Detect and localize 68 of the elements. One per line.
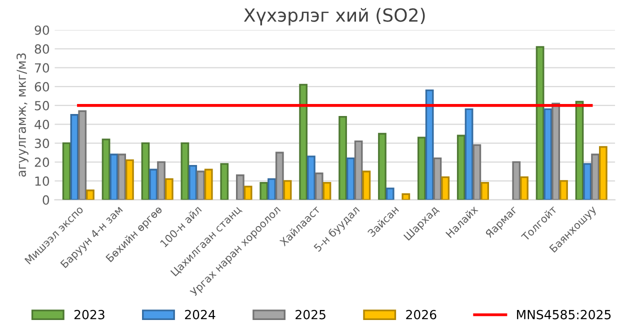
bar (78, 110, 87, 200)
bar (299, 84, 308, 200)
bar (552, 102, 560, 200)
bar (322, 182, 332, 200)
y-tick-label: 20 (34, 158, 50, 167)
bar (268, 178, 276, 200)
bar (62, 142, 71, 200)
bar (346, 157, 355, 200)
bar (472, 144, 482, 200)
legend-label: MNS4585:2025 (517, 310, 611, 320)
y-tick-label: 10 (35, 176, 50, 186)
bar (512, 161, 521, 200)
y-tick-label: 30 (34, 138, 50, 148)
legend-label: 2025 (296, 310, 326, 320)
bar (536, 46, 544, 200)
y-tick-label: 50 (34, 100, 50, 110)
y-tick-label: 60 (34, 82, 50, 92)
bar (354, 140, 363, 200)
bar (236, 174, 244, 200)
bar (441, 176, 450, 200)
bar (307, 156, 316, 200)
bar (362, 170, 371, 200)
legend-label: 2026 (406, 310, 436, 320)
bar (110, 154, 118, 200)
bar (70, 114, 79, 200)
bar (433, 157, 442, 200)
bar (141, 142, 150, 200)
bar (480, 182, 490, 200)
bar (386, 188, 394, 200)
bar (283, 180, 292, 200)
bar (456, 134, 466, 200)
bar (164, 178, 174, 200)
bar (118, 154, 126, 200)
bar (275, 152, 284, 200)
bar (244, 186, 252, 200)
bar (583, 163, 592, 200)
bar (188, 165, 198, 200)
bar (378, 132, 386, 200)
bar (464, 108, 474, 200)
y-tick-label: 70 (35, 63, 50, 73)
bar (157, 161, 166, 200)
y-axis-title: агуулгамж, мкг/м3 (16, 53, 28, 177)
bar (149, 168, 158, 200)
y-tick-label: 40 (34, 120, 50, 130)
bar (560, 180, 568, 200)
bar (196, 170, 205, 200)
chart-title: Хүхэрлэг хий (SO2) (244, 8, 425, 26)
bar (86, 190, 94, 200)
bar (314, 172, 324, 200)
bar (126, 159, 134, 200)
bar (417, 136, 426, 200)
bar (204, 168, 213, 200)
bar (598, 146, 608, 200)
bar (180, 142, 190, 200)
bar (220, 163, 229, 200)
bar (338, 116, 347, 200)
bar (402, 193, 410, 200)
bar (520, 176, 528, 200)
legend-label: 2024 (185, 310, 216, 320)
y-tick-label: 80 (34, 44, 50, 54)
bar (102, 138, 110, 200)
y-tick-label: 0 (42, 195, 50, 205)
bar (575, 100, 584, 200)
y-tick-label: 90 (34, 25, 50, 35)
bar (260, 182, 268, 200)
legend-label: 2023 (74, 310, 104, 320)
bar (591, 154, 600, 200)
bar (425, 90, 434, 200)
